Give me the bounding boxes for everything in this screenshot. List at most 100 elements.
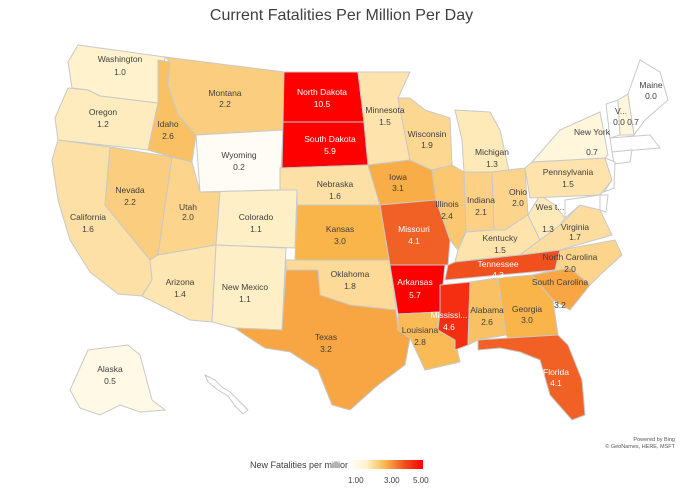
state-value-alaska: 0.5 xyxy=(104,376,116,386)
state-value-south-carolina: 3.2 xyxy=(554,300,566,310)
legend-tick-low: 1.00 xyxy=(348,476,364,485)
legend-tick-high: 5.00 xyxy=(413,476,429,485)
state-label-georgia: Georgia xyxy=(512,304,543,314)
state-hawaii[interactable] xyxy=(204,373,249,415)
state-value-louisiana: 2.8 xyxy=(414,337,426,347)
state-value-indiana: 2.1 xyxy=(475,207,487,217)
state-label-illinois: Illinois xyxy=(435,199,459,209)
state-label-south-dakota: South Dakota xyxy=(304,134,356,144)
map-credit: Powered by Bing © GeoNames, HERE, MSFT xyxy=(605,437,675,451)
state-value-mississippi: 4.6 xyxy=(443,322,455,332)
state-label-wisconsin: Wisconsin xyxy=(408,129,447,139)
state-value-montana: 2.2 xyxy=(219,99,231,109)
state-label-arizona: Arizona xyxy=(166,277,195,287)
state-value-missouri: 4.1 xyxy=(408,236,420,246)
state-label-texas: Texas xyxy=(315,332,337,342)
state-label-maine: Maine xyxy=(639,80,662,90)
state-label-oklahoma: Oklahoma xyxy=(331,269,370,279)
state-value-alabama: 2.6 xyxy=(481,317,493,327)
state-label-idaho: Idaho xyxy=(157,119,179,129)
state-massachusetts[interactable] xyxy=(609,134,661,153)
state-label-north-carolina: North Carolina xyxy=(543,252,598,262)
state-pennsylvania[interactable] xyxy=(524,157,613,199)
state-label-alabama: Alabama xyxy=(470,305,504,315)
state-value-south-dakota: 5.9 xyxy=(324,146,336,156)
state-label-mississippi: Mississi... xyxy=(431,310,468,320)
state-value-iowa: 3.1 xyxy=(392,183,404,193)
state-label-florida: Florida xyxy=(543,367,569,377)
state-texas[interactable] xyxy=(233,269,411,411)
state-label-minnesota: Minnesota xyxy=(365,105,404,115)
state-michigan[interactable] xyxy=(454,109,511,179)
state-new-jersey[interactable] xyxy=(602,157,616,194)
state-label-nevada: Nevada xyxy=(115,185,145,195)
state-north-carolina[interactable] xyxy=(531,239,623,286)
state-label-iowa: Iowa xyxy=(389,172,407,182)
state-value-minnesota: 1.5 xyxy=(379,117,391,127)
state-label-virginia: Virginia xyxy=(561,222,589,232)
state-value-florida: 4.1 xyxy=(550,378,562,388)
state-value-virginia: 1.7 xyxy=(569,232,581,242)
state-label-oregon: Oregon xyxy=(89,107,118,117)
legend-tick-mid: 3.00 xyxy=(384,476,400,485)
credit-line-2: © GeoNames, HERE, MSFT xyxy=(605,444,675,450)
state-north-dakota[interactable] xyxy=(282,71,365,123)
state-value-georgia: 3.0 xyxy=(521,315,533,325)
state-label-louisiana: Louisiana xyxy=(402,325,439,335)
state-label-kentucky: Kentucky xyxy=(483,233,519,243)
state-label-new-mexico: New Mexico xyxy=(222,282,269,292)
state-label-tennessee: Tennessee xyxy=(477,259,518,269)
state-wyoming[interactable] xyxy=(195,129,284,193)
state-label-kansas: Kansas xyxy=(326,224,354,234)
state-value-ohio: 2.0 xyxy=(512,198,524,208)
state-maryland[interactable] xyxy=(564,194,601,220)
state-missouri[interactable] xyxy=(379,199,451,266)
state-value-nebraska: 1.6 xyxy=(329,191,341,201)
state-florida[interactable] xyxy=(477,334,586,421)
credit-line-1: Powered by Bing xyxy=(633,437,675,443)
state-label-washington: Washington xyxy=(98,54,143,64)
state-value-nevada: 2.2 xyxy=(124,197,136,207)
state-label-pennsylvania: Pennsylvania xyxy=(543,167,594,177)
state-value-idaho: 2.6 xyxy=(162,131,174,141)
state-value-arkansas: 5.7 xyxy=(409,290,421,300)
state-alabama[interactable] xyxy=(467,277,507,346)
state-value-texas: 3.2 xyxy=(320,344,332,354)
state-value-pennsylvania: 1.5 xyxy=(562,179,574,189)
state-value-oregon: 1.2 xyxy=(97,119,109,129)
state-value-maine: 0.0 xyxy=(645,91,657,101)
state-value-michigan: 1.3 xyxy=(486,159,498,169)
state-label-alaska: Alaska xyxy=(97,364,123,374)
state-label-indiana: Indiana xyxy=(467,195,495,205)
state-value-illinois: 2.4 xyxy=(441,211,453,221)
state-value-new-mexico: 1.1 xyxy=(239,294,251,304)
legend-title: New Fatalities per million xyxy=(250,460,351,470)
state-value-new-hampshire: 0.7 xyxy=(627,117,639,127)
state-delaware[interactable] xyxy=(599,194,609,213)
state-maine[interactable] xyxy=(627,59,669,137)
state-value-wisconsin: 1.9 xyxy=(421,140,433,150)
state-label-colorado: Colorado xyxy=(239,212,274,222)
state-new-york[interactable] xyxy=(530,111,609,163)
state-value-washington: 1.0 xyxy=(114,67,126,77)
state-value-north-dakota: 10.5 xyxy=(314,99,331,109)
state-label-missouri: Missouri xyxy=(398,224,430,234)
state-south-dakota[interactable] xyxy=(281,121,369,169)
state-label-new-york: New York xyxy=(574,127,611,137)
state-label-california: California xyxy=(70,212,106,222)
state-alaska[interactable] xyxy=(69,344,167,416)
state-value-california: 1.6 xyxy=(82,224,94,234)
state-value-west-virginia: 1.3 xyxy=(542,224,554,234)
state-label-montana: Montana xyxy=(208,88,241,98)
state-value-utah: 2.0 xyxy=(182,212,194,222)
state-value-north-carolina: 2.0 xyxy=(564,264,576,274)
state-value-tennessee: 4.3 xyxy=(492,270,504,280)
state-label-nebraska: Nebraska xyxy=(317,179,354,189)
state-connecticut[interactable] xyxy=(611,149,633,165)
state-label-north-dakota: North Dakota xyxy=(297,87,347,97)
state-value-oklahoma: 1.8 xyxy=(344,281,356,291)
state-label-vermont: V... xyxy=(615,106,627,116)
state-value-colorado: 1.1 xyxy=(250,224,262,234)
state-label-michigan: Michigan xyxy=(475,147,509,157)
